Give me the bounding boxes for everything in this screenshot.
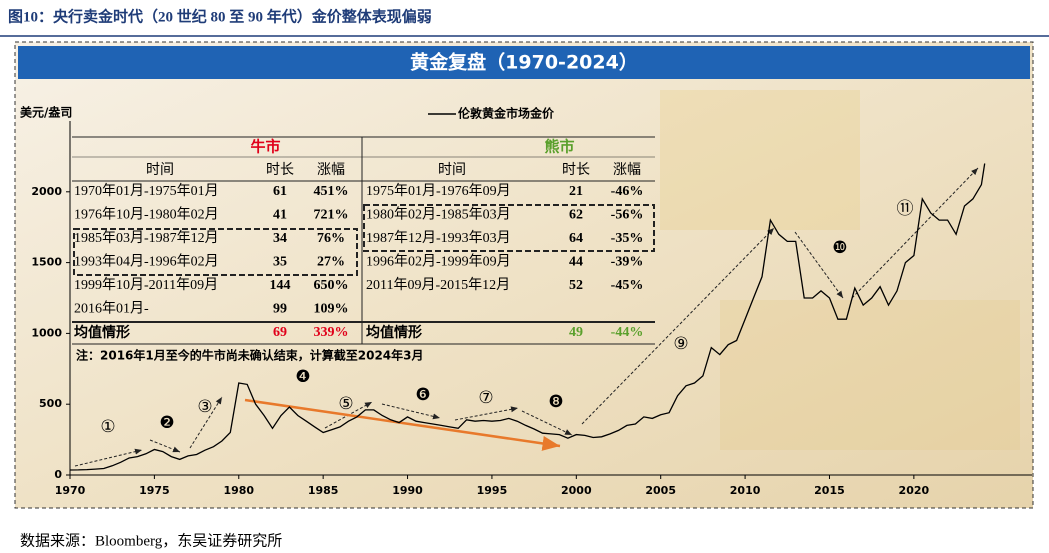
table-cell: 99 [273,302,287,317]
table-header: 时间 [146,162,174,178]
table-cell: 52 [569,278,583,293]
highlight-box [73,228,358,276]
table-cell: 109% [314,302,349,317]
y-tick-label: 500 [39,397,62,410]
table-cell: 1987年12月-1993年03月 [366,230,511,246]
price-line [69,163,986,471]
table-cell: 1976年10月-1980年02月 [74,207,219,223]
table-cell: 62 [569,208,583,223]
table-cell: 44 [569,255,583,270]
x-tick-label: 1980 [223,484,254,497]
y-axis-label: 美元/盎司 [20,105,72,120]
decor [660,90,860,230]
legend-label: 伦敦黄金市场金价 [458,106,555,121]
table-cell: 64 [569,231,583,246]
table-cell: 1975年01月-1976年09月 [366,183,511,199]
table-cell: 41 [273,208,287,223]
trend-arrows [74,167,979,467]
phase-marker: ① [100,417,115,437]
table-note: 注：2016年1月至今的牛市尚未确认结束，计算截至2024年3月 [76,348,424,363]
phase-marker: ⑦ [478,388,493,408]
table-cell: 1985年03月-1987年12月 [74,230,219,246]
x-tick-label: 2000 [561,484,592,497]
phase-marker: ❻ [415,385,430,405]
y-tick-label: 1500 [31,256,62,269]
x-tick-label: 2010 [730,484,761,497]
source: 数据来源：Bloomberg，东吴证券研究所 [20,532,282,549]
table-cell: 2016年01月- [74,301,149,317]
table-header: 涨幅 [317,162,345,178]
phase-marker: ⑨ [673,334,688,354]
table-cell: 1996年02月-1999年09月 [366,254,511,270]
table-cell: 2011年09月-2015年12月 [366,277,510,293]
table-header: 时长 [266,162,294,178]
x-tick-label: 1975 [139,484,170,497]
table-cell: 451% [314,184,349,199]
table-average: 49 [569,325,583,340]
x-tick-label: 1995 [477,484,508,497]
table-average: 339% [314,325,349,340]
table-group-title: 熊市 [544,138,574,156]
table-average: 均值情形 [74,324,130,341]
table-header: 时间 [438,162,466,178]
table-average: 69 [273,325,287,340]
chart-title: 黄金复盘（1970-2024） [410,51,638,74]
table-cell: -46% [611,184,644,199]
table-cell: 1999年10月-2011年09月 [74,277,218,293]
phase-marker: ❽ [548,392,563,412]
decor [720,300,1020,450]
x-tick-label: 1990 [392,484,423,497]
table-cell: 721% [314,208,349,223]
table-cell: 144 [270,278,291,293]
y-tick-label: 2000 [31,185,62,198]
figure-title: 图10：央行卖金时代（20 世纪 80 至 90 年代）金价整体表现偏弱 [8,7,432,25]
x-tick-label: 2015 [814,484,845,497]
table-cell: 650% [314,278,349,293]
table-cell: 21 [569,184,583,199]
y-tick-label: 0 [54,468,62,481]
phase-marker: ⑤ [338,394,353,414]
decline-arrow [244,398,561,451]
table-average: 均值情形 [366,324,422,341]
phase-marker: ⑪ [897,199,914,219]
table-cell: 35 [273,255,287,270]
table-cell: 61 [273,184,287,199]
table-cell: 34 [273,231,287,246]
phase-marker: ❿ [832,238,847,258]
table-cell: 1970年01月-1975年01月 [74,183,219,199]
x-tick-label: 1970 [55,484,86,497]
table-cell: -56% [611,208,644,223]
header-bar [18,46,1030,79]
table-cell: 27% [317,255,345,270]
x-tick-label: 1985 [308,484,339,497]
phase-marker: ❹ [295,367,310,387]
highlight-box [363,204,655,252]
table-average: -44% [611,325,644,340]
x-tick-label: 2005 [645,484,676,497]
phase-marker: ❷ [159,413,174,433]
table-cell: 76% [317,231,345,246]
table-header: 涨幅 [613,162,641,178]
table-header: 时长 [562,162,590,178]
table-cell: -45% [611,278,644,293]
table-cell: -35% [611,231,644,246]
table-group-title: 牛市 [250,138,280,156]
y-tick-label: 1000 [31,326,62,339]
table-cell: 1980年02月-1985年03月 [366,207,511,223]
table-cell: 1993年04月-1996年02月 [74,254,219,270]
phase-marker: ③ [197,397,212,417]
table-cell: -39% [611,255,644,270]
chart-frame [14,41,1034,509]
x-tick-label: 2020 [899,484,930,497]
